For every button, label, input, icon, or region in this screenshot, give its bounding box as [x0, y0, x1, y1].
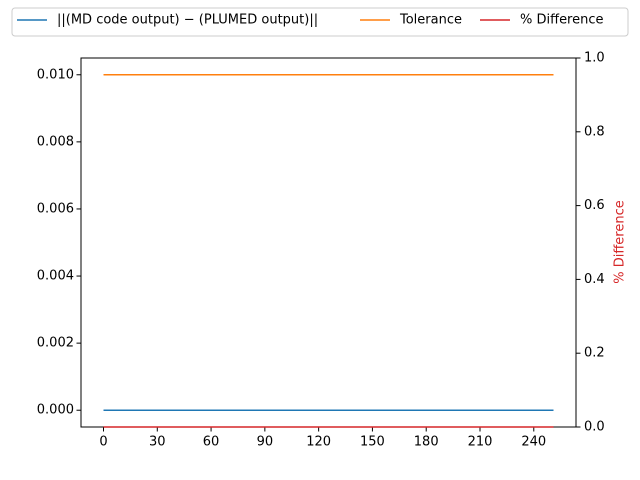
- legend-label: Tolerance: [399, 13, 462, 28]
- y-tick-label: 0.006: [37, 201, 74, 216]
- y2-tick-label: 1.0: [584, 51, 605, 66]
- y-tick-label: 0.008: [37, 134, 74, 149]
- y-tick-label: 0.004: [37, 269, 74, 284]
- plot-frame: [80, 57, 577, 428]
- legend-label: ||(MD code output) − (PLUMED output)||: [57, 13, 318, 28]
- x-tick-label: 210: [468, 435, 493, 450]
- x-tick-label: 240: [521, 435, 546, 450]
- y2-tick-label: 0.8: [584, 124, 605, 139]
- y-tick-label: 0.000: [37, 403, 74, 418]
- y2-tick-label: 0.4: [584, 272, 605, 287]
- legend-label: % Difference: [520, 13, 604, 28]
- x-tick-label: 120: [306, 435, 331, 450]
- x-tick-label: 180: [414, 435, 439, 450]
- legend-frame: [11, 7, 629, 37]
- y2-tick-label: 0.6: [584, 198, 605, 213]
- y-tick-label: 0.010: [37, 67, 74, 82]
- x-tick-label: 60: [203, 435, 220, 450]
- x-tick-label: 0: [99, 435, 107, 450]
- x-tick-label: 90: [257, 435, 274, 450]
- y2-axis-label: % Difference: [613, 200, 628, 284]
- x-tick-label: 30: [149, 435, 166, 450]
- y-tick-label: 0.002: [37, 336, 74, 351]
- y2-tick-label: 0.2: [584, 346, 605, 361]
- x-tick-label: 150: [360, 435, 385, 450]
- y2-tick-label: 0.0: [584, 420, 605, 435]
